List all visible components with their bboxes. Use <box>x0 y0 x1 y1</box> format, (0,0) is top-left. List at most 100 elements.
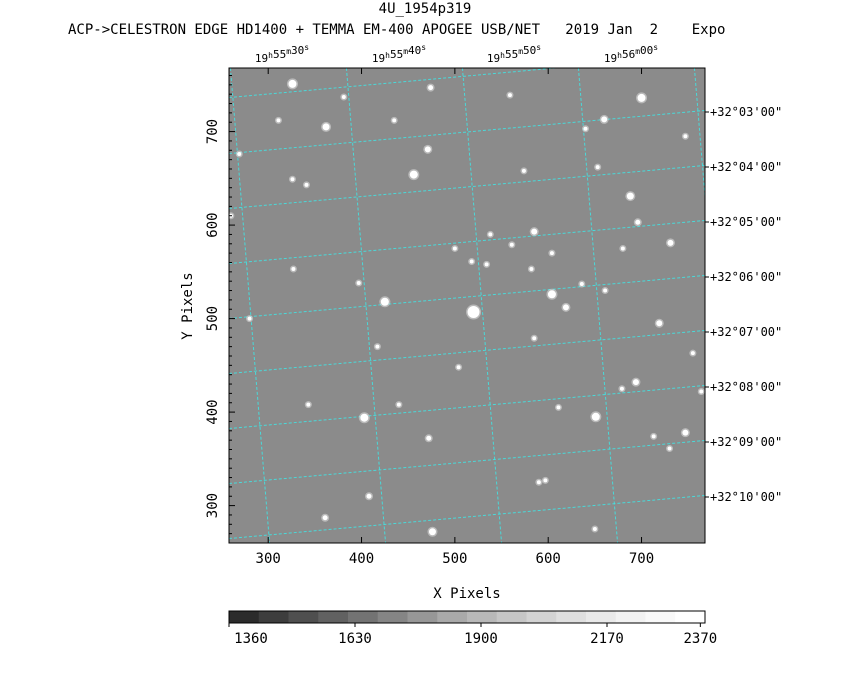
colorbar-swatch <box>645 611 676 623</box>
star <box>304 182 309 187</box>
star <box>579 281 584 286</box>
star <box>603 288 608 293</box>
star <box>360 413 369 422</box>
dec-tick-label: +32°10'00" <box>710 490 782 504</box>
ra-grid-line <box>345 68 387 543</box>
colorbar-swatch <box>407 611 438 623</box>
dec-tick-label: +32°09'00" <box>710 435 782 449</box>
ra-grid-line <box>229 68 271 543</box>
star <box>375 344 380 349</box>
colorbar-swatch <box>675 611 706 623</box>
ra-tick-label: 19h56m00s <box>604 43 658 65</box>
star <box>592 526 597 531</box>
star <box>595 165 600 170</box>
colorbar-swatch <box>288 611 319 623</box>
colorbar-label: 2170 <box>590 631 624 647</box>
star <box>366 493 372 499</box>
colorbar-swatch <box>437 611 468 623</box>
star <box>667 446 672 451</box>
star <box>619 386 624 391</box>
star <box>452 246 457 251</box>
ra-tick-label: 19h55m50s <box>487 43 541 65</box>
colorbar-swatch <box>496 611 527 623</box>
dec-grid-line <box>229 329 705 375</box>
colorbar-swatch <box>377 611 408 623</box>
star <box>651 434 656 439</box>
colorbar-swatch <box>258 611 289 623</box>
star <box>507 93 512 98</box>
star <box>380 297 389 306</box>
dec-grid-line <box>229 68 561 99</box>
plot-frame <box>228 67 706 544</box>
star <box>409 170 418 179</box>
y-tick-label: 600 <box>205 212 221 237</box>
colorbar-swatch <box>526 611 557 623</box>
colorbar-label: 1360 <box>234 631 268 647</box>
star <box>632 379 639 386</box>
star <box>583 126 588 131</box>
star <box>288 79 297 88</box>
colorbar-frame <box>228 610 706 624</box>
x-tick-label: 500 <box>442 551 467 567</box>
x-tick-label: 400 <box>349 551 374 567</box>
star <box>424 146 431 153</box>
ra-grid-line <box>461 68 503 543</box>
star <box>532 336 537 341</box>
star <box>556 405 561 410</box>
ra-grid-line <box>693 68 705 203</box>
star <box>521 168 526 173</box>
star <box>247 316 252 321</box>
y-tick-label: 400 <box>205 399 221 424</box>
dec-tick-label: +32°03'00" <box>710 105 782 119</box>
star <box>484 262 489 267</box>
star <box>699 389 704 394</box>
star <box>322 123 330 131</box>
x-tick-label: 300 <box>256 551 281 567</box>
dec-tick-label: +32°06'00" <box>710 270 782 284</box>
colorbar-swatch <box>467 611 498 623</box>
colorbar-label: 1630 <box>338 631 372 647</box>
colorbar: 1360 1630 1900 2170 2370 <box>228 610 717 647</box>
plot-title: 4U_1954p319 <box>378 1 472 17</box>
star <box>488 232 493 237</box>
x-tick-label: 600 <box>536 551 561 567</box>
colorbar-swatch <box>586 611 617 623</box>
star <box>428 85 434 91</box>
star <box>291 267 296 272</box>
y-tick-label: 300 <box>205 493 221 518</box>
dec-grid-line <box>229 274 705 320</box>
star <box>531 228 538 235</box>
star <box>237 152 242 157</box>
y-tick-label: 700 <box>205 119 221 144</box>
star <box>396 402 401 407</box>
star <box>467 306 480 319</box>
star <box>683 134 688 139</box>
colorbar-swatch <box>318 611 349 623</box>
star-halo <box>413 550 420 557</box>
star <box>667 239 674 246</box>
star <box>543 478 548 483</box>
ra-tick-label: 19h55m30s <box>255 43 309 65</box>
star <box>637 93 646 102</box>
star <box>601 116 608 123</box>
dec-grid-line <box>229 164 705 210</box>
y-tick-label: 500 <box>205 306 221 331</box>
colorbar-swatch <box>615 611 646 623</box>
colorbar-swatch <box>348 611 379 623</box>
star <box>322 515 328 521</box>
ra-tick-label: 19h55m40s <box>372 43 426 65</box>
colorbar-label: 1900 <box>464 631 498 647</box>
star <box>415 551 419 555</box>
x-tick-label: 700 <box>629 551 654 567</box>
dec-tick-label: +32°08'00" <box>710 380 782 394</box>
ra-grid-line <box>577 68 619 543</box>
x-axis-label: X Pixels <box>433 586 500 602</box>
plot-subtitle: ACP->CELESTRON EDGE HD1400 + TEMMA EM-40… <box>68 22 726 38</box>
star <box>529 267 534 272</box>
star <box>591 412 600 421</box>
star <box>306 402 311 407</box>
star <box>690 351 695 356</box>
dec-grid-line <box>229 439 705 485</box>
wcs-grid <box>229 68 705 543</box>
colorbar-label: 2370 <box>683 631 717 647</box>
